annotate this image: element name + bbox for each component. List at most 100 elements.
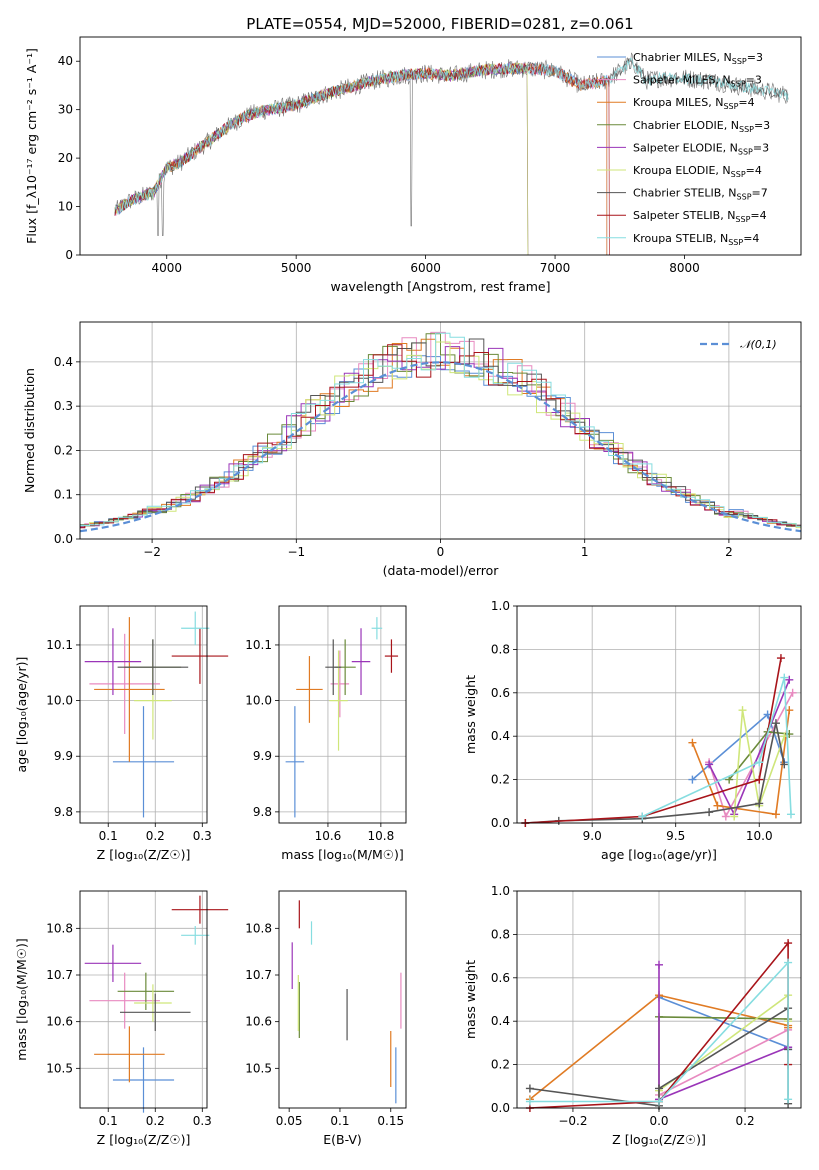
errorbar-point bbox=[94, 617, 165, 762]
legend-label: Kroupa MILES, N bbox=[633, 96, 723, 109]
plot-area-mass-vs-Z bbox=[84, 895, 229, 1113]
errorbar-point bbox=[296, 656, 323, 723]
legend-label: Salpeter ELODIE, N bbox=[633, 141, 738, 154]
residual-histogram-step bbox=[80, 332, 801, 527]
legend-count: =3 bbox=[747, 51, 763, 64]
y-tick-label: 10.1 bbox=[245, 638, 272, 652]
panel-age-vs-Z: 0.1 0.2 0.3 9.8 9.9 10.0 10.1 Z [log₁₀(Z/Z☉)] ag… bbox=[14, 605, 229, 862]
normal-reference-curve bbox=[80, 361, 801, 533]
y-axis-label: mass weight bbox=[463, 960, 478, 1039]
axes-frame bbox=[278, 890, 407, 1109]
y-tick-label: 0.0 bbox=[491, 816, 510, 830]
y-tick-label: 10.7 bbox=[245, 968, 272, 982]
legend-subscript: SSP bbox=[731, 80, 746, 89]
weight-marker bbox=[784, 939, 793, 948]
panel-weight-vs-Z: −0.2 0.0 0.2 0.0 0.2 0.4 0.6 0.8 1.0 Z [log₁₀(Z/Z… bbox=[463, 884, 802, 1147]
legend-entry: Chabrier STELIB, NSSP=7 bbox=[633, 187, 768, 202]
plot-area-mass-vs-ebv bbox=[291, 900, 402, 1104]
weight-marker bbox=[688, 738, 697, 747]
weight-marker bbox=[688, 775, 697, 784]
x-tick-label: 10.8 bbox=[368, 829, 395, 843]
plot-area-age-vs-Z bbox=[84, 611, 229, 818]
x-tick-label: 0 bbox=[437, 545, 445, 559]
errorbar-point bbox=[89, 633, 160, 734]
errorbar-point bbox=[384, 639, 399, 673]
x-axis-label: Z [log₁₀(Z/Z☉)] bbox=[612, 1132, 706, 1147]
x-tick-label: −0.2 bbox=[558, 1114, 587, 1128]
y-tick-label: 0.4 bbox=[491, 1014, 510, 1028]
y-tick-label: 10.0 bbox=[245, 694, 272, 708]
x-tick-label: 5000 bbox=[281, 261, 312, 275]
errorbar-point bbox=[112, 1047, 175, 1113]
y-tick-label: 0.4 bbox=[54, 355, 73, 369]
y-axis-label: mass weight bbox=[463, 675, 478, 754]
weight-marker bbox=[776, 654, 785, 663]
legend-label: Salpeter MILES, N bbox=[633, 74, 731, 87]
x-tick-label: 0.1 bbox=[99, 829, 118, 843]
weight-series-line bbox=[525, 657, 782, 824]
y-tick-label: 10.1 bbox=[46, 638, 73, 652]
weight-marker bbox=[525, 1084, 534, 1093]
legend-count: =4 bbox=[738, 96, 754, 109]
y-tick-label: 9.8 bbox=[54, 805, 73, 819]
model-spectrum-line bbox=[114, 62, 610, 255]
panel-age-vs-mass: 10.6 10.8 9.8 9.9 10.0 10.1 mass [log₁₀(M/M☉)] bbox=[245, 605, 407, 862]
errorbar-point bbox=[89, 972, 160, 1029]
weight-marker bbox=[705, 808, 714, 817]
weight-marker bbox=[655, 960, 663, 969]
model-spectrum-line bbox=[114, 62, 608, 255]
legend-label: Chabrier MILES, N bbox=[633, 51, 732, 64]
legend-count: =4 bbox=[743, 232, 759, 245]
y-tick-label: 10.5 bbox=[46, 1061, 73, 1075]
y-tick-label: 10.7 bbox=[46, 968, 73, 982]
x-tick-label: 9.5 bbox=[666, 829, 685, 843]
weight-marker bbox=[780, 760, 789, 769]
weight-marker bbox=[771, 719, 780, 728]
plot-area-spectrum bbox=[114, 52, 789, 255]
x-tick-label: 2 bbox=[725, 545, 733, 559]
axes-frame bbox=[278, 605, 407, 824]
x-tick-label: 9.0 bbox=[583, 829, 602, 843]
x-tick-label: 10.0 bbox=[746, 829, 773, 843]
axes-frame bbox=[79, 605, 208, 824]
weight-marker bbox=[655, 1084, 663, 1093]
weight-marker bbox=[655, 1097, 663, 1106]
x-tick-label: 0.2 bbox=[146, 1114, 165, 1128]
axes-frame bbox=[79, 36, 802, 256]
errorbar-point bbox=[119, 993, 191, 1031]
errorbar-point bbox=[117, 639, 189, 696]
panel-mass-vs-ebv: 0.05 0.1 0.15 10.5 10.6 10.7 10.8 E(B-V) bbox=[245, 890, 407, 1147]
errorbar-point bbox=[371, 617, 383, 640]
x-tick-label: −2 bbox=[143, 545, 161, 559]
model-spectrum-line bbox=[114, 57, 789, 215]
y-tick-label: 0.0 bbox=[54, 532, 73, 546]
weight-series-line bbox=[641, 677, 792, 818]
x-tick-label: 8000 bbox=[669, 261, 700, 275]
errorbar-point bbox=[171, 628, 229, 684]
legend-subscript: SSP bbox=[738, 147, 753, 156]
weight-marker bbox=[721, 812, 730, 821]
panel-spectrum: 4000 5000 6000 7000 8000 0 10 20 30 40 wavelength … bbox=[24, 36, 802, 294]
panel-residuals: −2 −1 0 1 2 0.0 0.1 0.2 0.3 0.4 (data-model)/error… bbox=[22, 321, 802, 578]
errorbar-point bbox=[171, 895, 229, 924]
x-tick-label: 0.2 bbox=[736, 1114, 755, 1128]
weight-series-line bbox=[733, 710, 786, 817]
errorbar-point bbox=[94, 1026, 165, 1083]
y-tick-label: 1.0 bbox=[491, 884, 510, 898]
y-tick-label: 0.0 bbox=[491, 1101, 510, 1115]
weight-marker bbox=[785, 675, 794, 684]
axes-frame bbox=[516, 890, 802, 1109]
weight-marker bbox=[730, 812, 739, 821]
y-tick-label: 10.8 bbox=[46, 921, 73, 935]
legend-entry: Kroupa STELIB, NSSP=4 bbox=[633, 232, 759, 247]
y-tick-label: 30 bbox=[58, 103, 73, 117]
axes-frame bbox=[79, 890, 208, 1109]
weight-marker bbox=[713, 801, 722, 810]
x-axis-label: wavelength [Angstrom, rest frame] bbox=[330, 279, 550, 294]
x-tick-label: 0.15 bbox=[377, 1114, 404, 1128]
weight-marker bbox=[638, 812, 647, 821]
y-tick-label: 40 bbox=[58, 54, 73, 68]
y-tick-label: 0.1 bbox=[54, 488, 73, 502]
weight-marker bbox=[771, 810, 780, 819]
y-tick-label: 0.8 bbox=[491, 642, 510, 656]
